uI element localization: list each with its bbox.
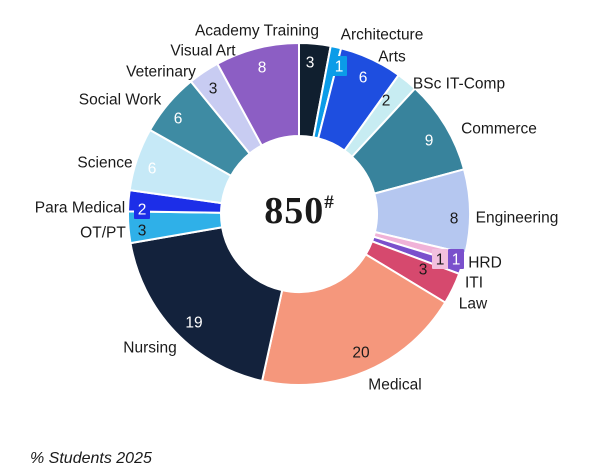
value-label-commerce: 9	[425, 133, 434, 150]
value-label-box-para-medical	[134, 199, 150, 219]
category-label-commerce: Commerce	[461, 121, 537, 138]
value-label-social-work: 6	[174, 111, 183, 128]
value-label-box-iti	[448, 249, 464, 269]
category-label-hrd: HRD	[468, 255, 502, 272]
category-label-veterinary: Veterinary	[126, 64, 196, 81]
category-label-para-medical: Para Medical	[35, 200, 125, 217]
donut-center-total-superscript: #	[324, 192, 334, 213]
category-label-academy-training: Academy Training	[195, 23, 319, 40]
chart-footnote: % Students 2025	[30, 450, 152, 467]
value-label-engineering: 8	[450, 211, 459, 228]
value-label-hrd: 1	[436, 252, 445, 269]
category-label-ot-pt: OT/PT	[80, 225, 126, 242]
category-label-engineering: Engineering	[476, 210, 559, 227]
value-label-iti: 1	[452, 252, 461, 269]
category-label-law: Law	[459, 296, 488, 313]
value-label-nursing: 19	[185, 315, 202, 332]
value-label-arts: 6	[359, 70, 368, 87]
donut-center-total: 850#	[264, 189, 334, 233]
donut-slice-medical	[261, 253, 447, 386]
category-label-iti: ITI	[465, 275, 483, 292]
category-label-nursing: Nursing	[123, 340, 176, 357]
value-label-bsc-it-comp: 2	[382, 93, 391, 110]
donut-slice-visual-art	[216, 42, 300, 147]
value-label-law: 3	[419, 262, 428, 279]
value-label-box-architecture	[331, 56, 347, 76]
category-label-medical: Medical	[368, 377, 421, 394]
category-label-arts: Arts	[378, 49, 406, 66]
value-label-visual-art: 8	[258, 60, 267, 77]
value-label-academy-training: 3	[306, 55, 315, 72]
donut-center-total-value: 850	[264, 190, 325, 232]
value-label-box-hrd	[432, 249, 448, 269]
category-label-architecture: Architecture	[341, 27, 424, 44]
value-label-para-medical: 2	[138, 202, 147, 219]
value-label-architecture: 1	[335, 59, 344, 76]
value-label-science: 6	[148, 161, 157, 178]
category-label-science: Science	[77, 155, 132, 172]
category-label-visual-art: Visual Art	[170, 43, 236, 60]
value-label-ot-pt: 3	[138, 223, 147, 240]
category-label-bsc-it-comp: BSc IT-Comp	[413, 76, 505, 93]
category-label-social-work: Social Work	[79, 92, 162, 109]
donut-slice-nursing	[129, 226, 284, 382]
value-label-medical: 20	[352, 345, 370, 362]
value-label-veterinary: 3	[209, 81, 218, 98]
